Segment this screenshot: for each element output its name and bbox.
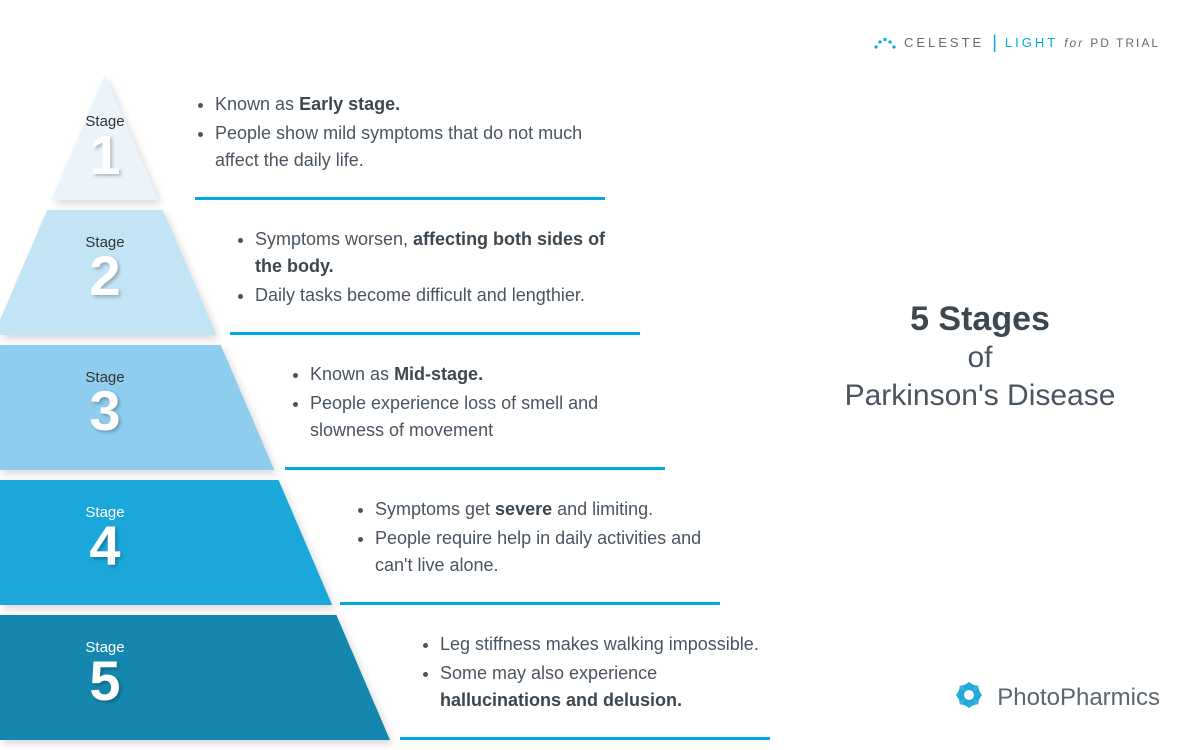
- stage-bullets-2: Symptoms worsen, affecting both sides of…: [235, 226, 635, 311]
- stage-row-3: Stage3 Known as Mid-stage.People experien…: [0, 345, 820, 470]
- title-block: 5 Stages of Parkinson's Disease: [800, 300, 1160, 413]
- pyramid: Stage1 Known as Early stage.People show m…: [0, 75, 820, 740]
- stage-number: 3: [55, 386, 155, 436]
- top-logo: CELESTE | LIGHT for PD TRIAL: [872, 32, 1160, 53]
- stage-bullets-1: Known as Early stage.People show mild sy…: [195, 91, 615, 176]
- stage-row-5: Stage5 Leg stiffness makes walking imposs…: [0, 615, 820, 740]
- logo-separator: |: [990, 32, 999, 53]
- bullet-item: People experience loss of smell and slow…: [310, 390, 660, 444]
- bullet-item: Symptoms get severe and limiting.: [375, 496, 715, 523]
- stage-number: 4: [55, 521, 155, 571]
- stage-underline-1: [195, 197, 605, 200]
- bullet-item: Daily tasks become difficult and lengthi…: [255, 282, 635, 309]
- logo-light: LIGHT: [1005, 35, 1058, 50]
- bottom-logo: PhotoPharmics: [951, 677, 1160, 718]
- bullet-item: People require help in daily activities …: [375, 525, 715, 579]
- stage-label-1: Stage1: [55, 113, 155, 180]
- bullet-item: People show mild symptoms that do not mu…: [215, 120, 615, 174]
- title-line3: Parkinson's Disease: [800, 379, 1160, 413]
- logo-for: for: [1064, 36, 1084, 50]
- stage-label-2: Stage2: [55, 234, 155, 301]
- bullet-item: Known as Early stage.: [215, 91, 615, 118]
- stage-number: 5: [55, 656, 155, 706]
- stage-bullets-3: Known as Mid-stage.People experience los…: [290, 361, 660, 446]
- title-line1: 5 Stages: [800, 300, 1160, 339]
- stage-row-2: Stage2 Symptoms worsen, affecting both si…: [0, 210, 820, 335]
- stage-bullets-5: Leg stiffness makes walking impossible.S…: [420, 631, 760, 716]
- stage-shape-4: [0, 480, 336, 605]
- stage-underline-5: [400, 737, 770, 740]
- stage-label-4: Stage4: [55, 504, 155, 571]
- stage-number: 1: [55, 130, 155, 180]
- stage-underline-4: [340, 602, 720, 605]
- bottom-logo-name: PhotoPharmics: [997, 684, 1160, 712]
- stage-underline-2: [230, 332, 640, 335]
- stage-row-4: Stage4 Symptoms get severe and limiting.P…: [0, 480, 820, 605]
- title-line2: of: [800, 341, 1160, 375]
- stage-underline-3: [285, 467, 665, 470]
- stage-bullets-4: Symptoms get severe and limiting.People …: [355, 496, 715, 581]
- logo-celeste: CELESTE: [904, 35, 984, 50]
- stage-row-1: Stage1 Known as Early stage.People show m…: [0, 75, 820, 200]
- logo-trial: PD TRIAL: [1090, 36, 1160, 50]
- bullet-item: Leg stiffness makes walking impossible.: [440, 631, 760, 658]
- stage-label-5: Stage5: [55, 639, 155, 706]
- bullet-item: Some may also experience hallucinations …: [440, 660, 760, 714]
- bullet-item: Symptoms worsen, affecting both sides of…: [255, 226, 635, 280]
- stage-number: 2: [55, 251, 155, 301]
- sun-icon: [872, 36, 898, 50]
- aperture-icon: [951, 677, 987, 718]
- bullet-item: Known as Mid-stage.: [310, 361, 660, 388]
- stage-label-3: Stage3: [55, 369, 155, 436]
